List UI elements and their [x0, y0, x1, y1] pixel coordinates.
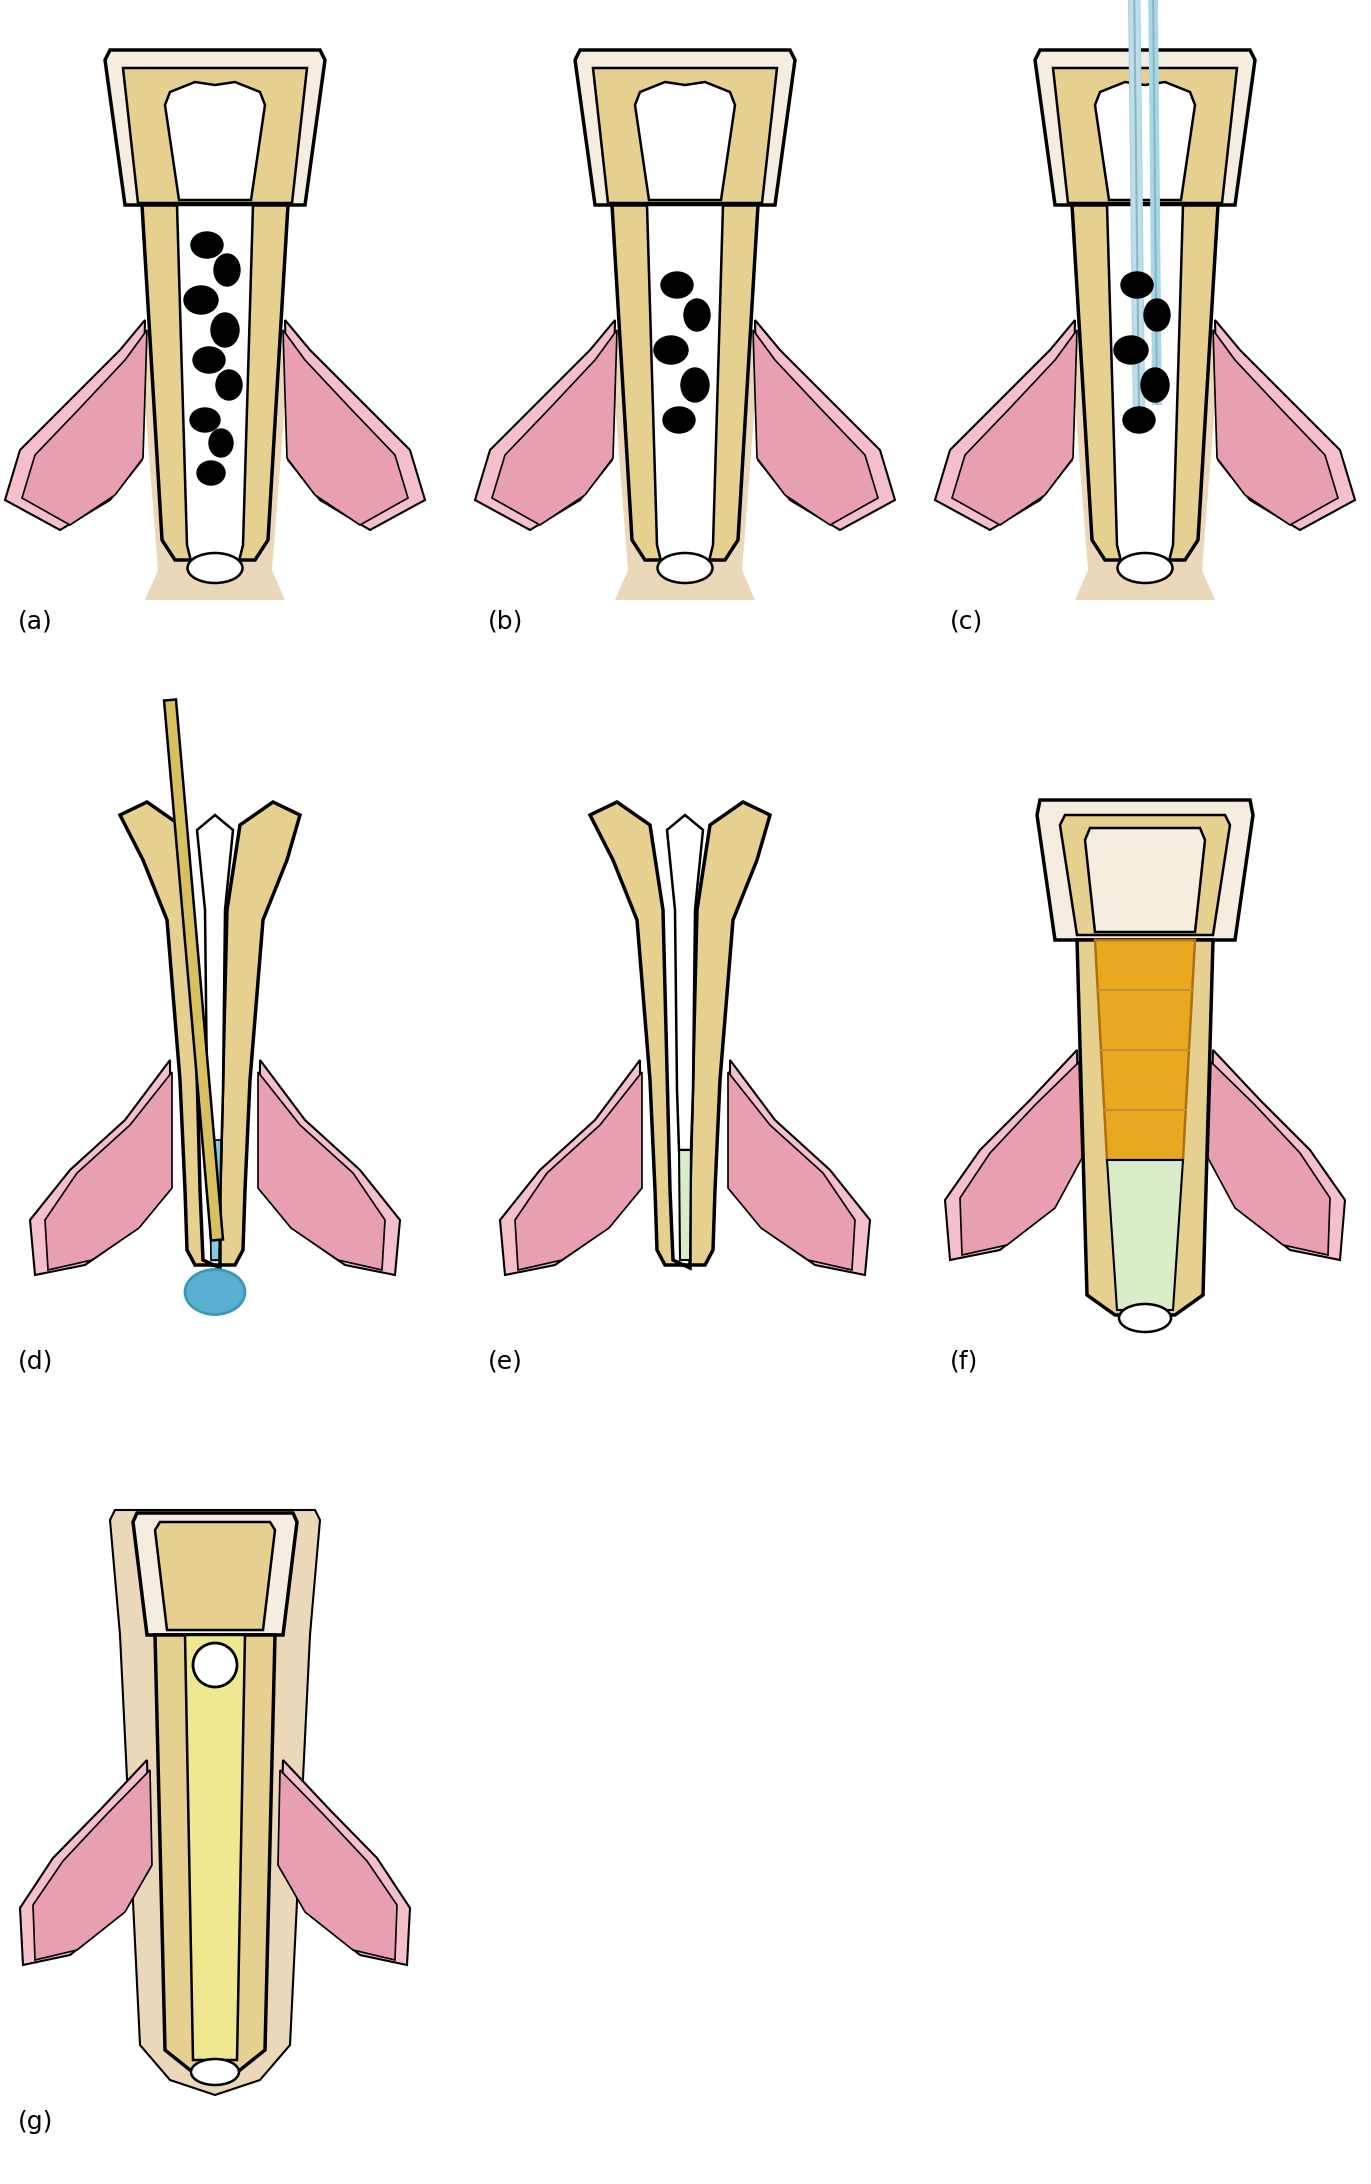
Polygon shape: [1215, 321, 1355, 531]
Polygon shape: [668, 815, 703, 1151]
Text: (e): (e): [488, 1350, 522, 1374]
Polygon shape: [155, 1636, 276, 2070]
Text: (a): (a): [18, 609, 52, 633]
Polygon shape: [611, 205, 758, 559]
Polygon shape: [165, 83, 265, 201]
Polygon shape: [1095, 939, 1196, 1160]
Polygon shape: [729, 1059, 871, 1275]
Polygon shape: [594, 68, 777, 203]
Polygon shape: [755, 321, 895, 531]
Polygon shape: [282, 330, 409, 524]
Text: (g): (g): [18, 2110, 53, 2134]
Polygon shape: [33, 1769, 152, 1959]
Polygon shape: [590, 802, 771, 1269]
Ellipse shape: [1123, 406, 1154, 432]
Ellipse shape: [658, 553, 713, 583]
Ellipse shape: [184, 286, 218, 314]
Ellipse shape: [214, 253, 240, 286]
Polygon shape: [515, 1072, 642, 1271]
Ellipse shape: [1115, 336, 1148, 365]
Polygon shape: [143, 205, 288, 559]
Ellipse shape: [1141, 367, 1169, 402]
Polygon shape: [492, 330, 617, 524]
Ellipse shape: [208, 428, 233, 456]
Polygon shape: [285, 321, 425, 531]
Polygon shape: [197, 815, 233, 1260]
Ellipse shape: [188, 553, 243, 583]
Polygon shape: [728, 1072, 856, 1271]
Ellipse shape: [1121, 273, 1153, 297]
Polygon shape: [1078, 939, 1213, 1315]
Polygon shape: [258, 1072, 385, 1271]
Text: (b): (b): [488, 609, 524, 633]
Text: (c): (c): [950, 609, 983, 633]
Polygon shape: [133, 1514, 298, 1636]
Ellipse shape: [681, 367, 709, 402]
Ellipse shape: [191, 232, 223, 258]
Polygon shape: [21, 1760, 149, 1966]
Polygon shape: [945, 1051, 1080, 1260]
Polygon shape: [574, 50, 795, 205]
Polygon shape: [121, 802, 300, 1269]
Ellipse shape: [664, 406, 695, 432]
Polygon shape: [1084, 828, 1205, 933]
Polygon shape: [140, 341, 291, 601]
Text: (d): (d): [18, 1350, 53, 1374]
Polygon shape: [1208, 1061, 1330, 1256]
Polygon shape: [635, 83, 735, 201]
Polygon shape: [110, 1509, 319, 2094]
Polygon shape: [1213, 330, 1338, 524]
Polygon shape: [260, 1059, 400, 1275]
Polygon shape: [22, 330, 147, 524]
Ellipse shape: [1143, 299, 1169, 332]
Polygon shape: [1053, 68, 1237, 203]
Polygon shape: [753, 330, 877, 524]
Polygon shape: [208, 1140, 221, 1260]
Polygon shape: [177, 205, 254, 566]
Polygon shape: [1069, 341, 1220, 601]
Ellipse shape: [193, 347, 225, 373]
Polygon shape: [278, 1769, 398, 1959]
Ellipse shape: [197, 461, 225, 485]
Polygon shape: [1060, 815, 1230, 935]
Ellipse shape: [211, 312, 239, 347]
Polygon shape: [1211, 1051, 1345, 1260]
Polygon shape: [1036, 799, 1253, 939]
Polygon shape: [500, 1059, 640, 1275]
Ellipse shape: [684, 299, 710, 332]
Polygon shape: [185, 1636, 245, 2060]
Ellipse shape: [191, 408, 219, 432]
Polygon shape: [106, 50, 325, 205]
Polygon shape: [280, 1760, 410, 1966]
Polygon shape: [123, 68, 307, 203]
Ellipse shape: [1117, 553, 1172, 583]
Polygon shape: [960, 1061, 1082, 1256]
Polygon shape: [1106, 205, 1183, 566]
Text: (f): (f): [950, 1350, 979, 1374]
Polygon shape: [1035, 50, 1254, 205]
Polygon shape: [474, 321, 616, 531]
Ellipse shape: [217, 369, 243, 400]
Polygon shape: [1106, 1160, 1183, 1310]
Polygon shape: [1072, 205, 1217, 559]
Polygon shape: [165, 699, 223, 1241]
Ellipse shape: [661, 273, 692, 297]
Polygon shape: [647, 205, 723, 566]
Polygon shape: [155, 1522, 276, 1629]
Polygon shape: [45, 1072, 171, 1271]
Ellipse shape: [191, 2060, 239, 2086]
Ellipse shape: [185, 1269, 245, 1315]
Polygon shape: [30, 1059, 170, 1275]
Polygon shape: [679, 1151, 691, 1260]
Polygon shape: [1095, 83, 1196, 201]
Polygon shape: [935, 321, 1075, 531]
Ellipse shape: [1119, 1304, 1171, 1332]
Polygon shape: [5, 321, 145, 531]
Polygon shape: [951, 330, 1078, 524]
Polygon shape: [610, 341, 760, 601]
Circle shape: [193, 1642, 237, 1686]
Ellipse shape: [654, 336, 688, 365]
